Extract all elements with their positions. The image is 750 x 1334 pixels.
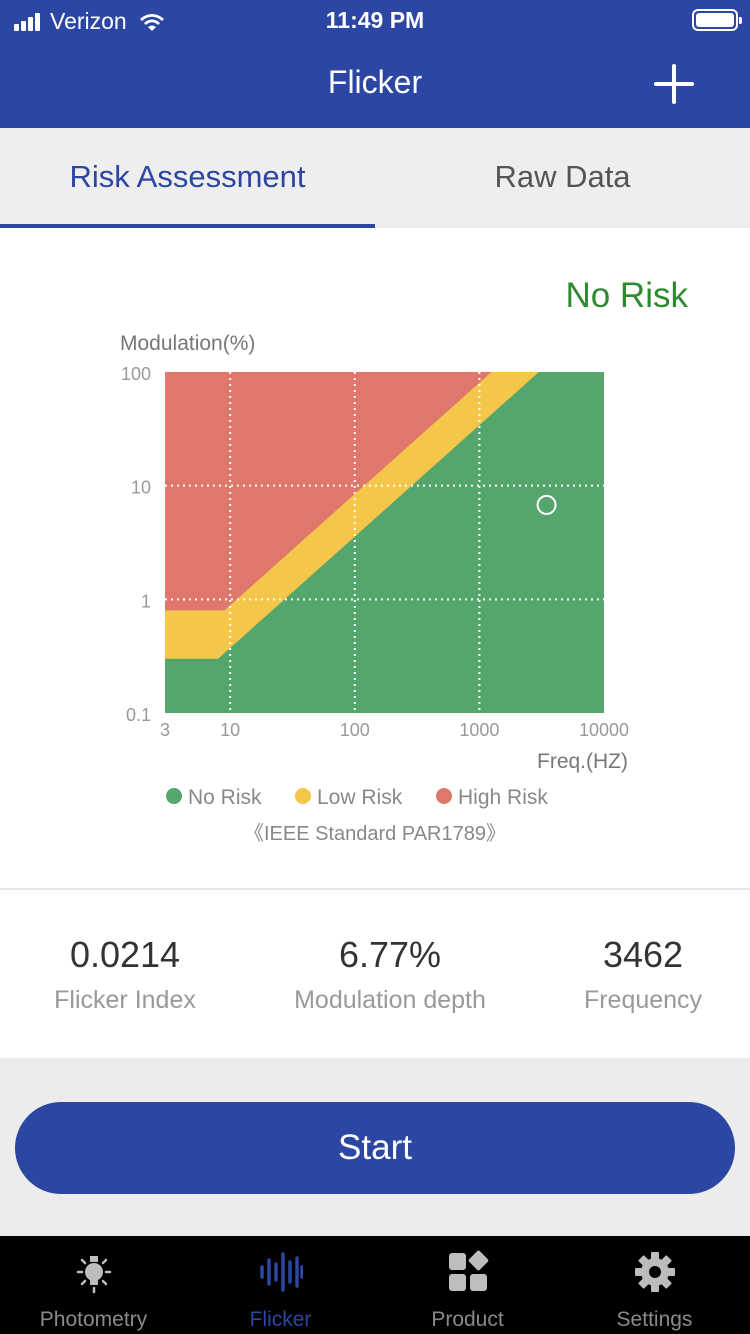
flicker-risk-chart: Modulation(%) 100 10 1 0.1 3 10 100 1000 10000 Fre… <box>120 332 629 845</box>
legend-label: No Risk <box>188 786 262 809</box>
battery-icon <box>692 9 742 31</box>
y-tick-label: 100 <box>121 364 151 384</box>
flicker-index-label: Flicker Index <box>54 986 196 1014</box>
frequency-value: 3462 <box>602 934 684 975</box>
tabbar-label: Photometry <box>39 1308 148 1331</box>
waveform-icon <box>260 1252 303 1292</box>
tabbar-item-photometry[interactable]: Photometry <box>0 1236 187 1334</box>
y-tick-label: 1 <box>141 591 151 611</box>
x-tick-label: 10 <box>220 720 240 740</box>
tabbar-item-flicker[interactable]: Flicker <box>187 1236 374 1334</box>
grid-icon <box>449 1250 489 1291</box>
chart-card: No Risk Modulation(%) 100 10 1 0.1 3 10 100 1000… <box>0 228 750 888</box>
status-bar: Verizon 11:49 PM <box>0 0 750 40</box>
flicker-index-value: 0.0214 <box>69 934 181 975</box>
frequency-label: Frequency <box>583 986 703 1014</box>
tabbar-item-settings[interactable]: Settings <box>561 1236 748 1334</box>
start-button[interactable]: Start <box>15 1102 735 1194</box>
tab-raw-data[interactable]: Raw Data <box>494 159 631 194</box>
status-time: 11:49 PM <box>325 7 425 33</box>
nav-bar: Flicker <box>0 40 750 128</box>
legend-dot <box>295 788 311 804</box>
gear-icon <box>635 1252 675 1292</box>
tabbar-item-product[interactable]: Product <box>374 1236 561 1334</box>
y-tick-label: 10 <box>131 478 151 498</box>
x-tick-label: 3 <box>160 720 170 740</box>
x-axis-label: Freq.(HZ) <box>537 750 628 773</box>
status-left: Verizon <box>14 8 167 35</box>
x-tick-label: 100 <box>340 720 370 740</box>
divider <box>0 888 750 890</box>
bottom-tab-bar: Photometry Flicker Product <box>0 1236 750 1334</box>
carrier-label: Verizon <box>50 8 127 34</box>
tabbar-label: Settings <box>616 1308 693 1331</box>
x-tick-label: 1000 <box>459 720 499 740</box>
metrics-panel: 0.0214 Flicker Index 6.77% Modulation de… <box>0 890 750 1058</box>
segment-tabs: Risk Assessment Raw Data <box>0 128 750 228</box>
wifi-icon <box>139 13 164 31</box>
modulation-depth-value: 6.77% <box>338 934 442 975</box>
lightbulb-icon <box>76 1256 112 1294</box>
no-risk-region <box>165 372 604 713</box>
risk-status-label: No Risk <box>565 276 688 315</box>
tabbar-label: Flicker <box>249 1308 312 1331</box>
page-title: Flicker <box>327 64 423 100</box>
tab-indicator <box>0 224 375 228</box>
legend-dot <box>436 788 452 804</box>
y-tick-label: 0.1 <box>126 705 151 725</box>
tab-risk-assessment[interactable]: Risk Assessment <box>69 159 306 194</box>
modulation-depth-label: Modulation depth <box>294 986 486 1014</box>
x-tick-label: 10000 <box>579 720 629 740</box>
legend-label: High Risk <box>458 786 548 809</box>
legend-label: Low Risk <box>317 786 403 809</box>
chart-footnote: 《IEEE Standard PAR1789》 <box>244 823 506 845</box>
legend-dot <box>166 788 182 804</box>
signal-icon <box>14 12 42 31</box>
add-icon[interactable] <box>654 64 694 104</box>
y-axis-label: Modulation(%) <box>120 332 255 355</box>
measurement-point <box>536 494 557 515</box>
tabbar-label: Product <box>431 1308 504 1331</box>
